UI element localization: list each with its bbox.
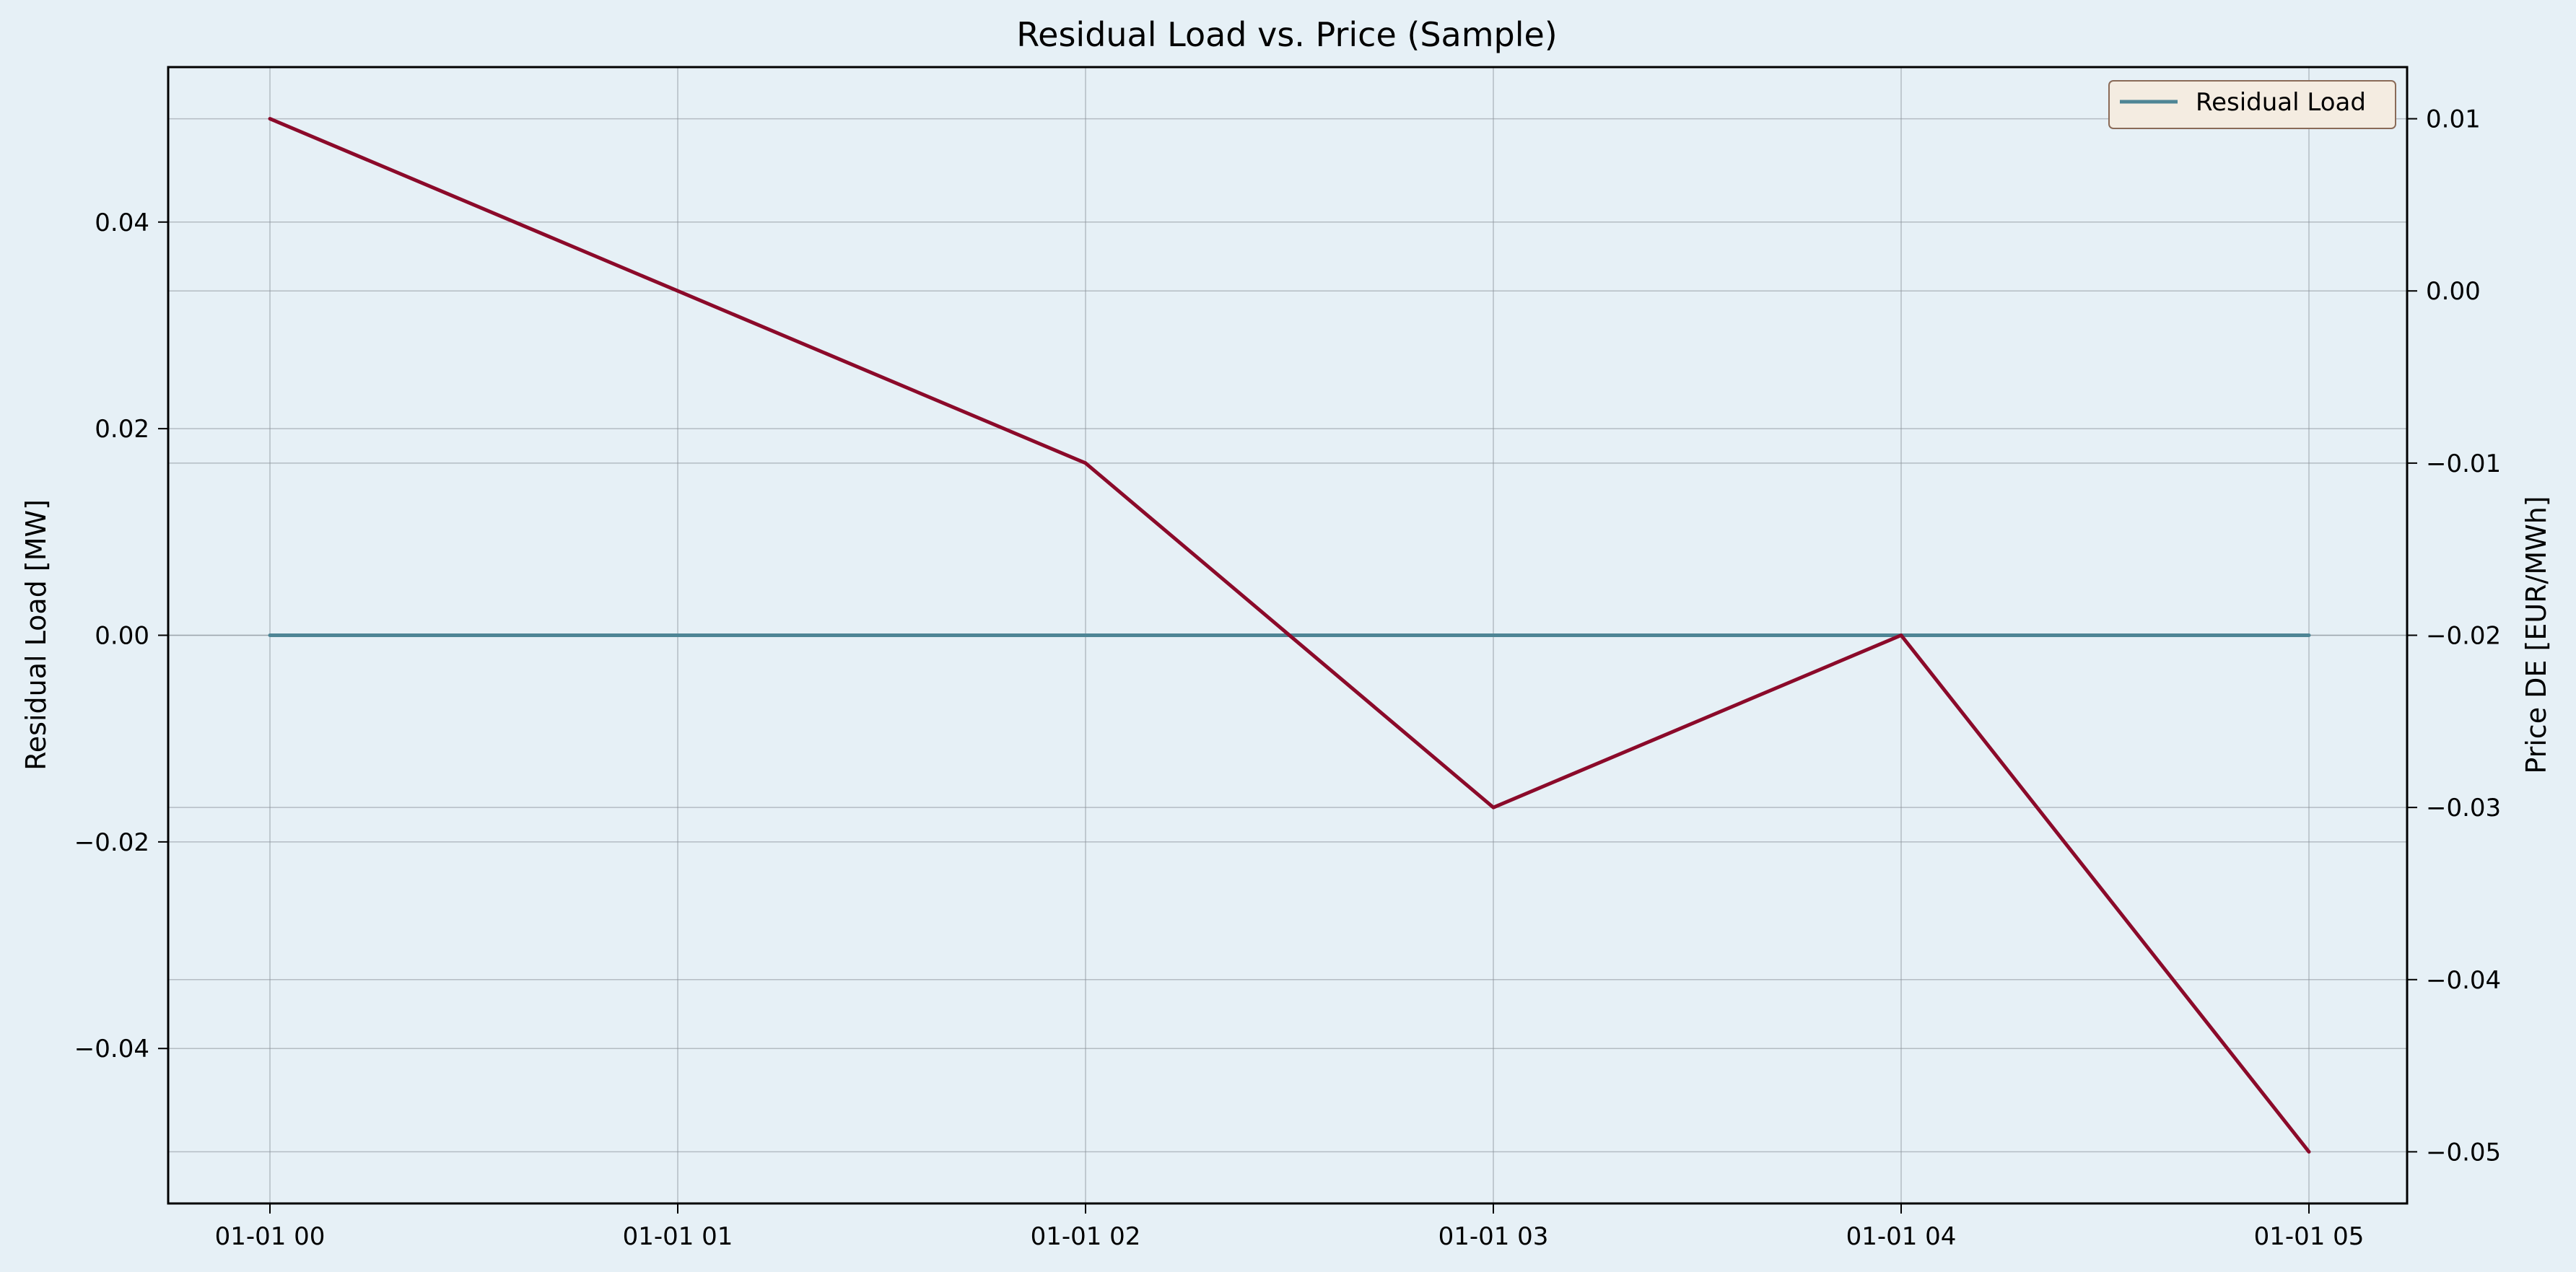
x-axis: 01-01 00 01-01 01 01-01 02 01-01 03 01-01 04… [215,1203,2365,1251]
legend-box [2108,80,2396,129]
legend: Residual Load [2108,80,2396,129]
right-y-axis: 0.01 0.00 −0.01 −0.02 −0.03 −0.04 −0.05 [2407,105,2501,1167]
left-tick-label: 0.00 [95,622,149,651]
legend-label-residual-load: Residual Load [2196,88,2366,117]
right-tick-label: −0.05 [2426,1138,2501,1167]
left-tick-label: −0.04 [74,1035,149,1063]
right-axis-label: Price DE [EUR/MWh] [2520,496,2552,773]
right-tick-label: −0.03 [2426,794,2501,823]
x-tick-label: 01-01 02 [1031,1222,1141,1251]
right-tick-label: 0.01 [2426,105,2481,134]
series-line-price [268,117,2311,1154]
left-axis-label: Residual Load [MW] [20,499,52,771]
left-tick-label: −0.02 [74,828,149,857]
left-y-axis: 0.04 0.02 0.00 −0.02 −0.04 [74,209,168,1063]
left-tick-label: 0.02 [95,415,149,444]
right-tick-label: −0.01 [2426,449,2501,478]
x-tick-label: 01-01 04 [1846,1222,1957,1251]
x-tick-label: 01-01 05 [2254,1222,2365,1251]
right-tick-label: −0.02 [2426,622,2501,651]
left-tick-label: 0.04 [95,209,149,237]
chart-title: Residual Load vs. Price (Sample) [1016,15,1558,54]
right-tick-label: −0.04 [2426,966,2501,995]
x-tick-label: 01-01 00 [215,1222,326,1251]
x-tick-label: 01-01 03 [1438,1222,1549,1251]
right-tick-label: 0.00 [2426,277,2481,306]
series-layer [268,117,2311,1154]
x-tick-label: 01-01 01 [623,1222,733,1251]
